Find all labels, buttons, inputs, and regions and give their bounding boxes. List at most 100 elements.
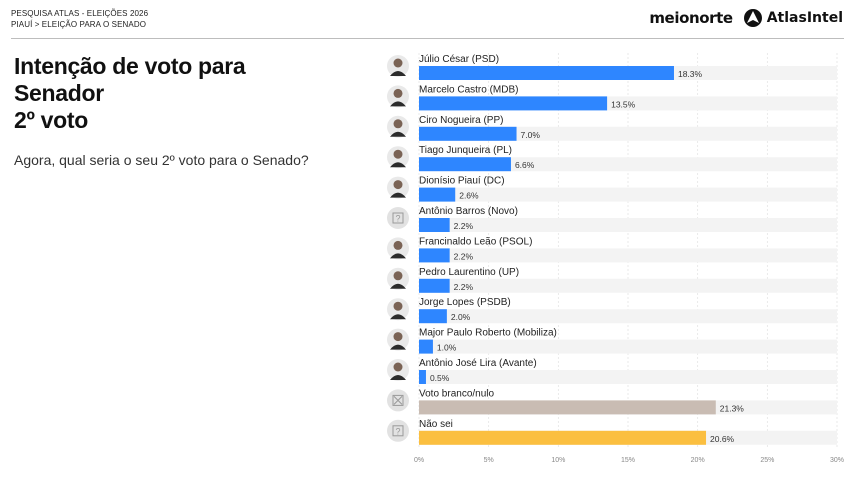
x-tick-label: 0% [414,457,424,464]
bar [419,66,674,80]
avatar-head [393,362,403,372]
x-tick-label: 25% [760,457,774,464]
chart-title-line-3: 2º voto [14,107,89,133]
avatar-body [390,71,406,76]
bar-value-label: 2.2% [454,251,474,261]
bar [419,400,716,415]
atlasintel-label: AtlasIntel [766,10,843,26]
chart-subtitle: Agora, qual seria o seu 2º voto para o S… [14,152,309,168]
survey-line: PESQUISA ATLAS - ELEIÇÕES 2026 [11,9,149,18]
chart-title-line-1: Intenção de voto para [14,53,246,79]
avatar-head [393,240,403,250]
bar-track [419,187,837,202]
bar [419,187,456,202]
candidate-photo-icon [387,359,409,381]
avatar-head [393,332,403,342]
bar-category-label: Pedro Laurentino (UP) [419,267,519,278]
bar [419,96,608,111]
bar-track [419,309,837,324]
bar-category-label: Tiago Junqueira (PL) [419,145,512,156]
unknown-photo-icon: ? [387,207,409,229]
bar-row: Marcelo Castro (MDB) 13.5% [387,84,837,111]
candidate-photo-icon [387,176,409,199]
bar-category-label: Ciro Nogueira (PP) [419,115,503,126]
bar-category-label: Júlio César (PSD) [419,54,499,65]
question-mark: ? [395,214,400,224]
box-outline [392,212,404,224]
brand-logos: meionorte AtlasIntel [649,8,843,28]
atlasintel-mark-icon [743,9,762,27]
bar-row: Jorge Lopes (PSDB) 2.0% [387,297,837,324]
candidate-photo-icon [387,298,409,321]
bar-value-label: 6.6% [515,160,535,170]
candidate-photo-icon [387,267,409,290]
bar-row: Ciro Nogueira (PP) 7.0% [387,115,837,141]
avatar-head [393,301,403,311]
x-tick-label: 10% [551,457,565,464]
bar [419,126,517,141]
bar-track [419,218,837,232]
bar-row: Dionísio Piauí (DC) 2.6% [387,176,837,202]
bar-chart: 0% 5% 10% 15% 20% 25% 30% Júlio César (PSD) 18.3… [384,50,854,470]
avatar-head [393,88,403,98]
bar-category-label: Major Paulo Roberto (Mobiliza) [419,328,557,339]
meionorte-logo: meionorte [649,9,733,27]
blank-null-icon [387,389,409,412]
bar-category-label: Antônio José Lira (Avante) [419,358,537,369]
candidate-photo-icon [387,237,409,260]
bar-track [419,157,837,172]
bar-track [419,339,837,354]
avatar-body [390,375,406,380]
bar [419,218,450,232]
cross-mark [393,396,403,405]
avatar-head [393,149,403,159]
bar [419,157,511,172]
bar-track [419,278,837,293]
bar-track [419,126,837,141]
chart-title: Intenção de voto para Senador 2º voto [14,53,344,134]
avatar-body [390,192,406,198]
bar-row: Francinaldo Leão (PSOL) 2.2% [387,236,837,263]
x-tick-label: 5% [484,457,494,464]
bar-row: Tiago Junqueira (PL)6.6% [387,145,837,172]
bar [419,370,426,384]
bar-row: Pedro Laurentino (UP) 2.2% [387,267,837,293]
avatar-body [390,314,406,320]
avatar-body [390,101,406,107]
chart-title-line-2: Senador [14,80,104,106]
avatar-body [390,344,406,350]
bar-row: Voto branco/nulo 21.3% [387,388,837,415]
bar-category-label: Dionísio Piauí (DC) [419,176,505,187]
bar-row: Júlio César (PSD) 18.3% [387,54,837,80]
avatar-head [393,271,403,281]
bar-row: Major Paulo Roberto (Mobiliza) 1.0% [387,328,837,354]
question-mark: ? [395,426,400,436]
bar-row: ? Antônio Barros (Novo) 2.2% [387,206,837,232]
bar-category-label: Não sei [419,419,453,430]
bar-value-label: 21.3% [720,403,745,413]
bar-value-label: 0.5% [430,373,450,383]
candidate-photo-icon [387,328,409,351]
avatar-head [393,180,403,190]
bar-category-label: Francinaldo Leão (PSOL) [419,236,532,247]
avatar-body [390,283,406,289]
bar-row: Antônio José Lira (Avante) 0.5% [387,358,837,384]
bar-value-label: 18.3% [678,69,703,79]
bar-value-label: 20.6% [710,434,735,444]
bar [419,309,447,324]
avatar-body [390,131,406,137]
x-tick-label: 15% [621,457,635,464]
x-tick-label: 20% [691,457,705,464]
bar-value-label: 1.0% [437,343,457,353]
bar-value-label: 2.2% [454,221,474,231]
atlasintel-logo: AtlasIntel [743,8,843,28]
avatar-body [390,162,406,168]
candidate-photo-icon [387,115,409,138]
bar [419,248,450,263]
bar [419,430,707,445]
bar [419,339,433,354]
unknown-photo-icon: ? [387,419,409,442]
bar-value-label: 2.2% [454,282,474,292]
bar-category-label: Antônio Barros (Novo) [419,206,518,217]
box-outline [392,425,404,437]
